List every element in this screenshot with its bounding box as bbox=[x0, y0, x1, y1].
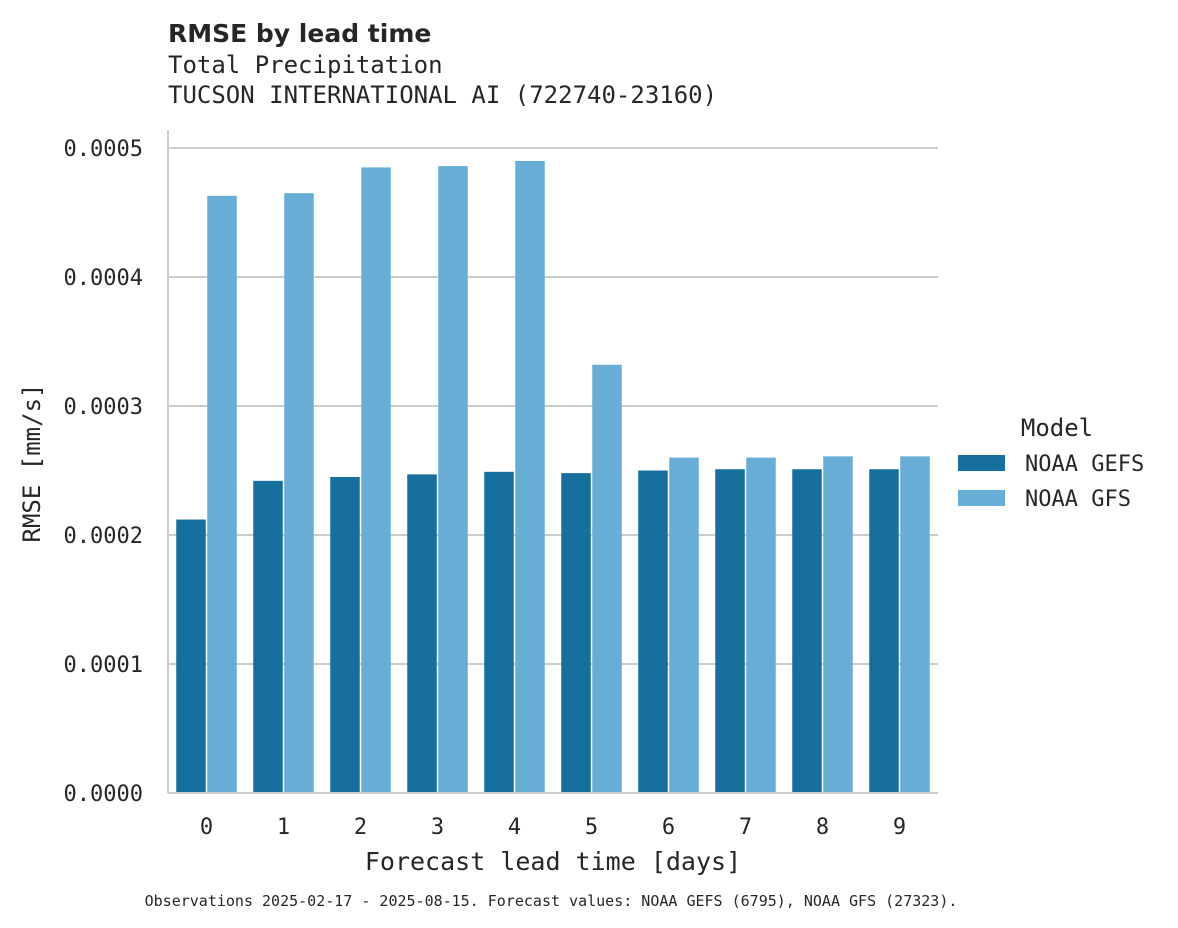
bar-noaa-gefs-7 bbox=[715, 469, 745, 793]
x-tick-labels: 0 1 2 3 4 5 6 7 8 9 bbox=[200, 815, 906, 840]
bar-noaa-gfs-6 bbox=[669, 457, 699, 793]
y-tick-label: 0.0003 bbox=[64, 395, 143, 420]
legend-swatch bbox=[958, 455, 1005, 471]
bars bbox=[176, 160, 930, 794]
legend: Model NOAA GEFS NOAA GFS bbox=[958, 414, 1144, 512]
bar-noaa-gefs-0 bbox=[176, 519, 206, 793]
y-tick-label: 0.0000 bbox=[64, 782, 143, 807]
bar-noaa-gefs-9 bbox=[869, 469, 899, 793]
bar-noaa-gefs-3 bbox=[407, 474, 437, 793]
bar-noaa-gfs-9 bbox=[900, 456, 930, 793]
x-tick-label: 2 bbox=[354, 815, 367, 840]
y-tick-label: 0.0002 bbox=[64, 524, 143, 549]
bar-noaa-gfs-4 bbox=[515, 160, 545, 793]
x-tick-label: 0 bbox=[200, 815, 213, 840]
x-tick-label: 6 bbox=[662, 815, 675, 840]
x-tick-label: 8 bbox=[816, 815, 829, 840]
chart-subtitle-line-2: TUCSON INTERNATIONAL AI (722740-23160) bbox=[168, 81, 717, 109]
x-tick-label: 4 bbox=[508, 815, 521, 840]
footnote: Observations 2025-02-17 - 2025-08-15. Fo… bbox=[145, 892, 958, 910]
bar-noaa-gefs-4 bbox=[484, 471, 514, 793]
x-tick-label: 7 bbox=[739, 815, 752, 840]
y-tick-labels: 0.0000 0.0001 0.0002 0.0003 0.0004 0.0005 bbox=[64, 137, 143, 807]
grid-lines bbox=[168, 147, 938, 666]
bar-noaa-gefs-6 bbox=[638, 470, 668, 793]
bar-noaa-gfs-8 bbox=[823, 456, 853, 793]
legend-label: NOAA GEFS bbox=[1025, 452, 1144, 477]
bar-noaa-gfs-3 bbox=[438, 166, 468, 794]
bar-noaa-gfs-2 bbox=[361, 167, 391, 793]
x-tick-label: 1 bbox=[277, 815, 290, 840]
legend-label: NOAA GFS bbox=[1025, 487, 1131, 512]
y-tick-label: 0.0005 bbox=[64, 137, 143, 162]
bar-noaa-gefs-5 bbox=[561, 473, 591, 793]
bar-noaa-gefs-1 bbox=[253, 480, 283, 793]
chart-title: RMSE by lead time bbox=[168, 19, 431, 48]
legend-title: Model bbox=[1021, 414, 1093, 442]
x-axis-label: Forecast lead time [days] bbox=[365, 847, 741, 876]
x-tick-label: 9 bbox=[893, 815, 906, 840]
y-tick-label: 0.0001 bbox=[64, 653, 143, 678]
x-tick-label: 3 bbox=[431, 815, 444, 840]
bar-noaa-gfs-1 bbox=[284, 193, 314, 793]
y-tick-label: 0.0004 bbox=[64, 266, 143, 291]
x-tick-label: 5 bbox=[585, 815, 598, 840]
bar-noaa-gfs-0 bbox=[207, 195, 237, 793]
bar-noaa-gfs-7 bbox=[746, 457, 776, 793]
bar-noaa-gfs-5 bbox=[592, 364, 622, 793]
bar-noaa-gefs-8 bbox=[792, 469, 822, 793]
bar-noaa-gefs-2 bbox=[330, 476, 360, 793]
y-axis-label: RMSE [mm/s] bbox=[18, 384, 46, 543]
chart-subtitle-line-1: Total Precipitation bbox=[168, 51, 443, 79]
legend-swatch bbox=[958, 490, 1005, 506]
